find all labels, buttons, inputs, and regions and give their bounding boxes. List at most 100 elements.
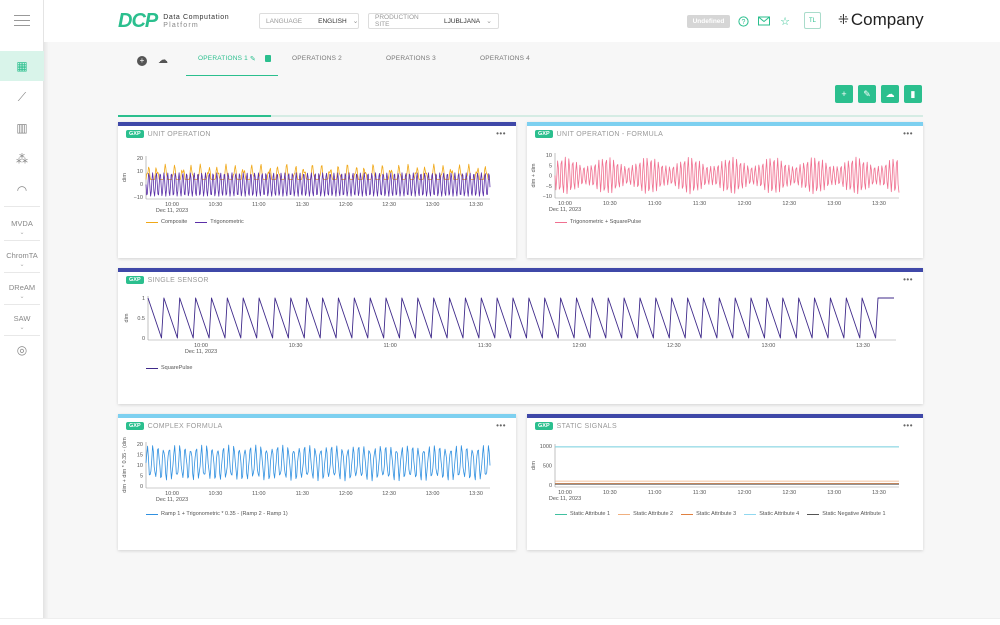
- sidebar-item-chromta[interactable]: ChromTA ⌄: [6, 251, 38, 268]
- x-tick-label: 11:30: [296, 491, 309, 497]
- x-tick-label: 11:00: [383, 343, 396, 349]
- legend-swatch: [555, 513, 567, 515]
- dashboard-icon[interactable]: ▦: [0, 51, 44, 81]
- x-tick-label: 13:00: [827, 490, 841, 496]
- chart-legend: Ramp 1 + Trigonometric * 0.35 - (Ramp 2 …: [146, 511, 296, 517]
- y-tick-label: −5: [546, 184, 552, 190]
- sidebar-item-saw[interactable]: SAW ⌄: [13, 314, 31, 331]
- x-tick-label: 12:00: [339, 202, 353, 208]
- sidebar: ▦ ⟋ ▥ ⁂ ◠ MVDA ⌄ ChromTA ⌄ DReAM ⌄ SAW ⌄ ◎: [0, 0, 44, 625]
- chart-svg: dim 20 10 0 −10 10:00 10:30 11:00 11:30 12:00 12:3…: [122, 156, 491, 214]
- tab-operations-1[interactable]: OPERATIONS 1: [198, 55, 248, 62]
- legend-swatch: [555, 221, 567, 223]
- x-tick-label: 10:30: [603, 201, 617, 207]
- chart-legend: Static Attribute 1 Static Attribute 2 Stat…: [555, 511, 894, 517]
- network-icon[interactable]: ⁂: [16, 152, 28, 166]
- globe-icon[interactable]: ◎: [16, 343, 28, 357]
- x-tick-label: 13:30: [856, 343, 870, 349]
- legend-item[interactable]: Ramp 1 + Trigonometric * 0.35 - (Ramp 2 …: [146, 511, 288, 517]
- user-avatar[interactable]: TL: [804, 12, 821, 29]
- app-logo[interactable]: DCP Data Computation Platform: [118, 10, 229, 33]
- legend-label: Static Attribute 3: [696, 511, 737, 517]
- legend-item[interactable]: Composite: [146, 219, 187, 225]
- panel-menu-button[interactable]: •••: [496, 129, 506, 138]
- menu-icon[interactable]: [14, 15, 30, 27]
- y-axis-label: dim: [122, 173, 128, 182]
- legend-swatch: [618, 513, 631, 515]
- line-chart-icon[interactable]: ⟋: [17, 89, 27, 104]
- x-tick-label: 11:30: [693, 201, 706, 207]
- legend-item[interactable]: Static Negative Attribute 1: [807, 511, 886, 517]
- legend-label: Static Attribute 4: [759, 511, 800, 517]
- language-select[interactable]: LANGUAGE ENGLISH ⌄: [259, 13, 359, 29]
- edit-button[interactable]: ✎: [858, 85, 876, 103]
- star-icon[interactable]: ☆: [780, 15, 790, 28]
- y-tick-label: 10: [137, 463, 143, 469]
- status-badge: Undefined: [687, 15, 730, 28]
- legend-item[interactable]: Static Attribute 1: [555, 511, 610, 517]
- x-tick-label: 10:30: [289, 343, 303, 349]
- legend-swatch: [744, 513, 757, 515]
- legend-item[interactable]: SquarePulse: [146, 365, 193, 371]
- panel-menu-button[interactable]: •••: [903, 129, 913, 138]
- panel-menu-button[interactable]: •••: [496, 421, 506, 430]
- y-axis-label: dim + dim: [531, 163, 537, 187]
- production-site-select[interactable]: PRODUCTION SITE LJUBLJANA ⌄: [368, 13, 499, 29]
- company-name: Company: [850, 10, 924, 29]
- legend-label: Static Negative Attribute 1: [822, 511, 886, 517]
- x-tick-label: 11:00: [252, 202, 265, 208]
- panel-menu-button[interactable]: •••: [903, 275, 913, 284]
- chart-panel-static-signals: GXP STATIC SIGNALS ••• dim 1000 500 0 10:00 10…: [527, 414, 923, 550]
- bell-icon[interactable]: ◠: [16, 183, 28, 197]
- footer: [0, 618, 1000, 625]
- series-line-1: [145, 172, 491, 197]
- svg-text:?: ?: [741, 19, 745, 26]
- y-tick-label: 10: [546, 153, 552, 159]
- delete-tab-icon[interactable]: [265, 55, 271, 62]
- fullscreen-button[interactable]: ▮: [904, 85, 922, 103]
- edit-tab-icon[interactable]: ✎: [250, 56, 256, 63]
- add-widget-button[interactable]: +: [835, 85, 853, 103]
- chart-panel-unit-operation-formula: GXP UNIT OPERATION - FORMULA ••• dim + di…: [527, 122, 923, 258]
- y-tick-label: 5: [549, 163, 552, 169]
- x-tick-label: 10:00: [558, 201, 572, 207]
- help-icon[interactable]: ?: [736, 14, 750, 28]
- legend-item[interactable]: Static Attribute 3: [681, 511, 736, 517]
- legend-item[interactable]: Static Attribute 2: [618, 511, 673, 517]
- legend-item[interactable]: Trigonometric: [195, 219, 244, 225]
- bar-chart-icon[interactable]: ▥: [16, 121, 28, 135]
- chart-legend: Trigonometric + SquarePulse: [555, 219, 649, 225]
- x-tick-label: 13:30: [872, 490, 886, 496]
- x-tick-label: 10:30: [603, 490, 617, 496]
- chart-legend: SquarePulse: [146, 365, 201, 371]
- date-label: Dec 11, 2023: [549, 207, 581, 213]
- mail-icon[interactable]: [757, 14, 771, 28]
- gxp-badge: GXP: [126, 276, 144, 284]
- x-tick-label: 10:00: [194, 343, 208, 349]
- legend-swatch: [146, 513, 158, 515]
- chart-panel-unit-operation: GXP UNIT OPERATION ••• dim 20 10 0 −10 10:00 10…: [118, 122, 516, 258]
- add-dashboard-icon[interactable]: +: [137, 56, 147, 66]
- chart-panel-single-sensor: GXP SINGLE SENSOR ••• dim 1 0.5 0 10:00 10:30 1…: [118, 268, 923, 404]
- legend-item[interactable]: Static Attribute 4: [744, 511, 799, 517]
- upload-button[interactable]: ☁: [881, 85, 899, 103]
- chart-svg: dim 1000 500 0 10:00 10:30 11:00 11:30 12:00 12:3…: [531, 444, 899, 502]
- legend-swatch: [195, 221, 208, 223]
- y-tick-label: 0: [142, 336, 145, 342]
- panel-menu-button[interactable]: •••: [903, 421, 913, 430]
- logo-mark: DCP: [118, 10, 158, 32]
- tab-operations-4[interactable]: OPERATIONS 4: [480, 55, 530, 62]
- legend-label: Ramp 1 + Trigonometric * 0.35 - (Ramp 2 …: [161, 511, 288, 517]
- sidebar-item-dream[interactable]: DReAM ⌄: [8, 283, 36, 300]
- tab-operations-3[interactable]: OPERATIONS 3: [386, 55, 436, 62]
- x-tick-label: 13:00: [827, 201, 841, 207]
- sidebar-item-mvda[interactable]: MVDA ⌄: [11, 219, 33, 236]
- x-tick-label: 13:30: [469, 202, 483, 208]
- legend-item[interactable]: Trigonometric + SquarePulse: [555, 219, 641, 225]
- tab-operations-2[interactable]: OPERATIONS 2: [292, 55, 342, 62]
- y-tick-label: 500: [543, 464, 552, 470]
- cloud-download-icon[interactable]: ☁: [158, 55, 168, 66]
- gxp-badge: GXP: [126, 422, 144, 430]
- chevron-down-icon: ⌄: [486, 18, 492, 25]
- y-tick-label: 0: [549, 483, 552, 489]
